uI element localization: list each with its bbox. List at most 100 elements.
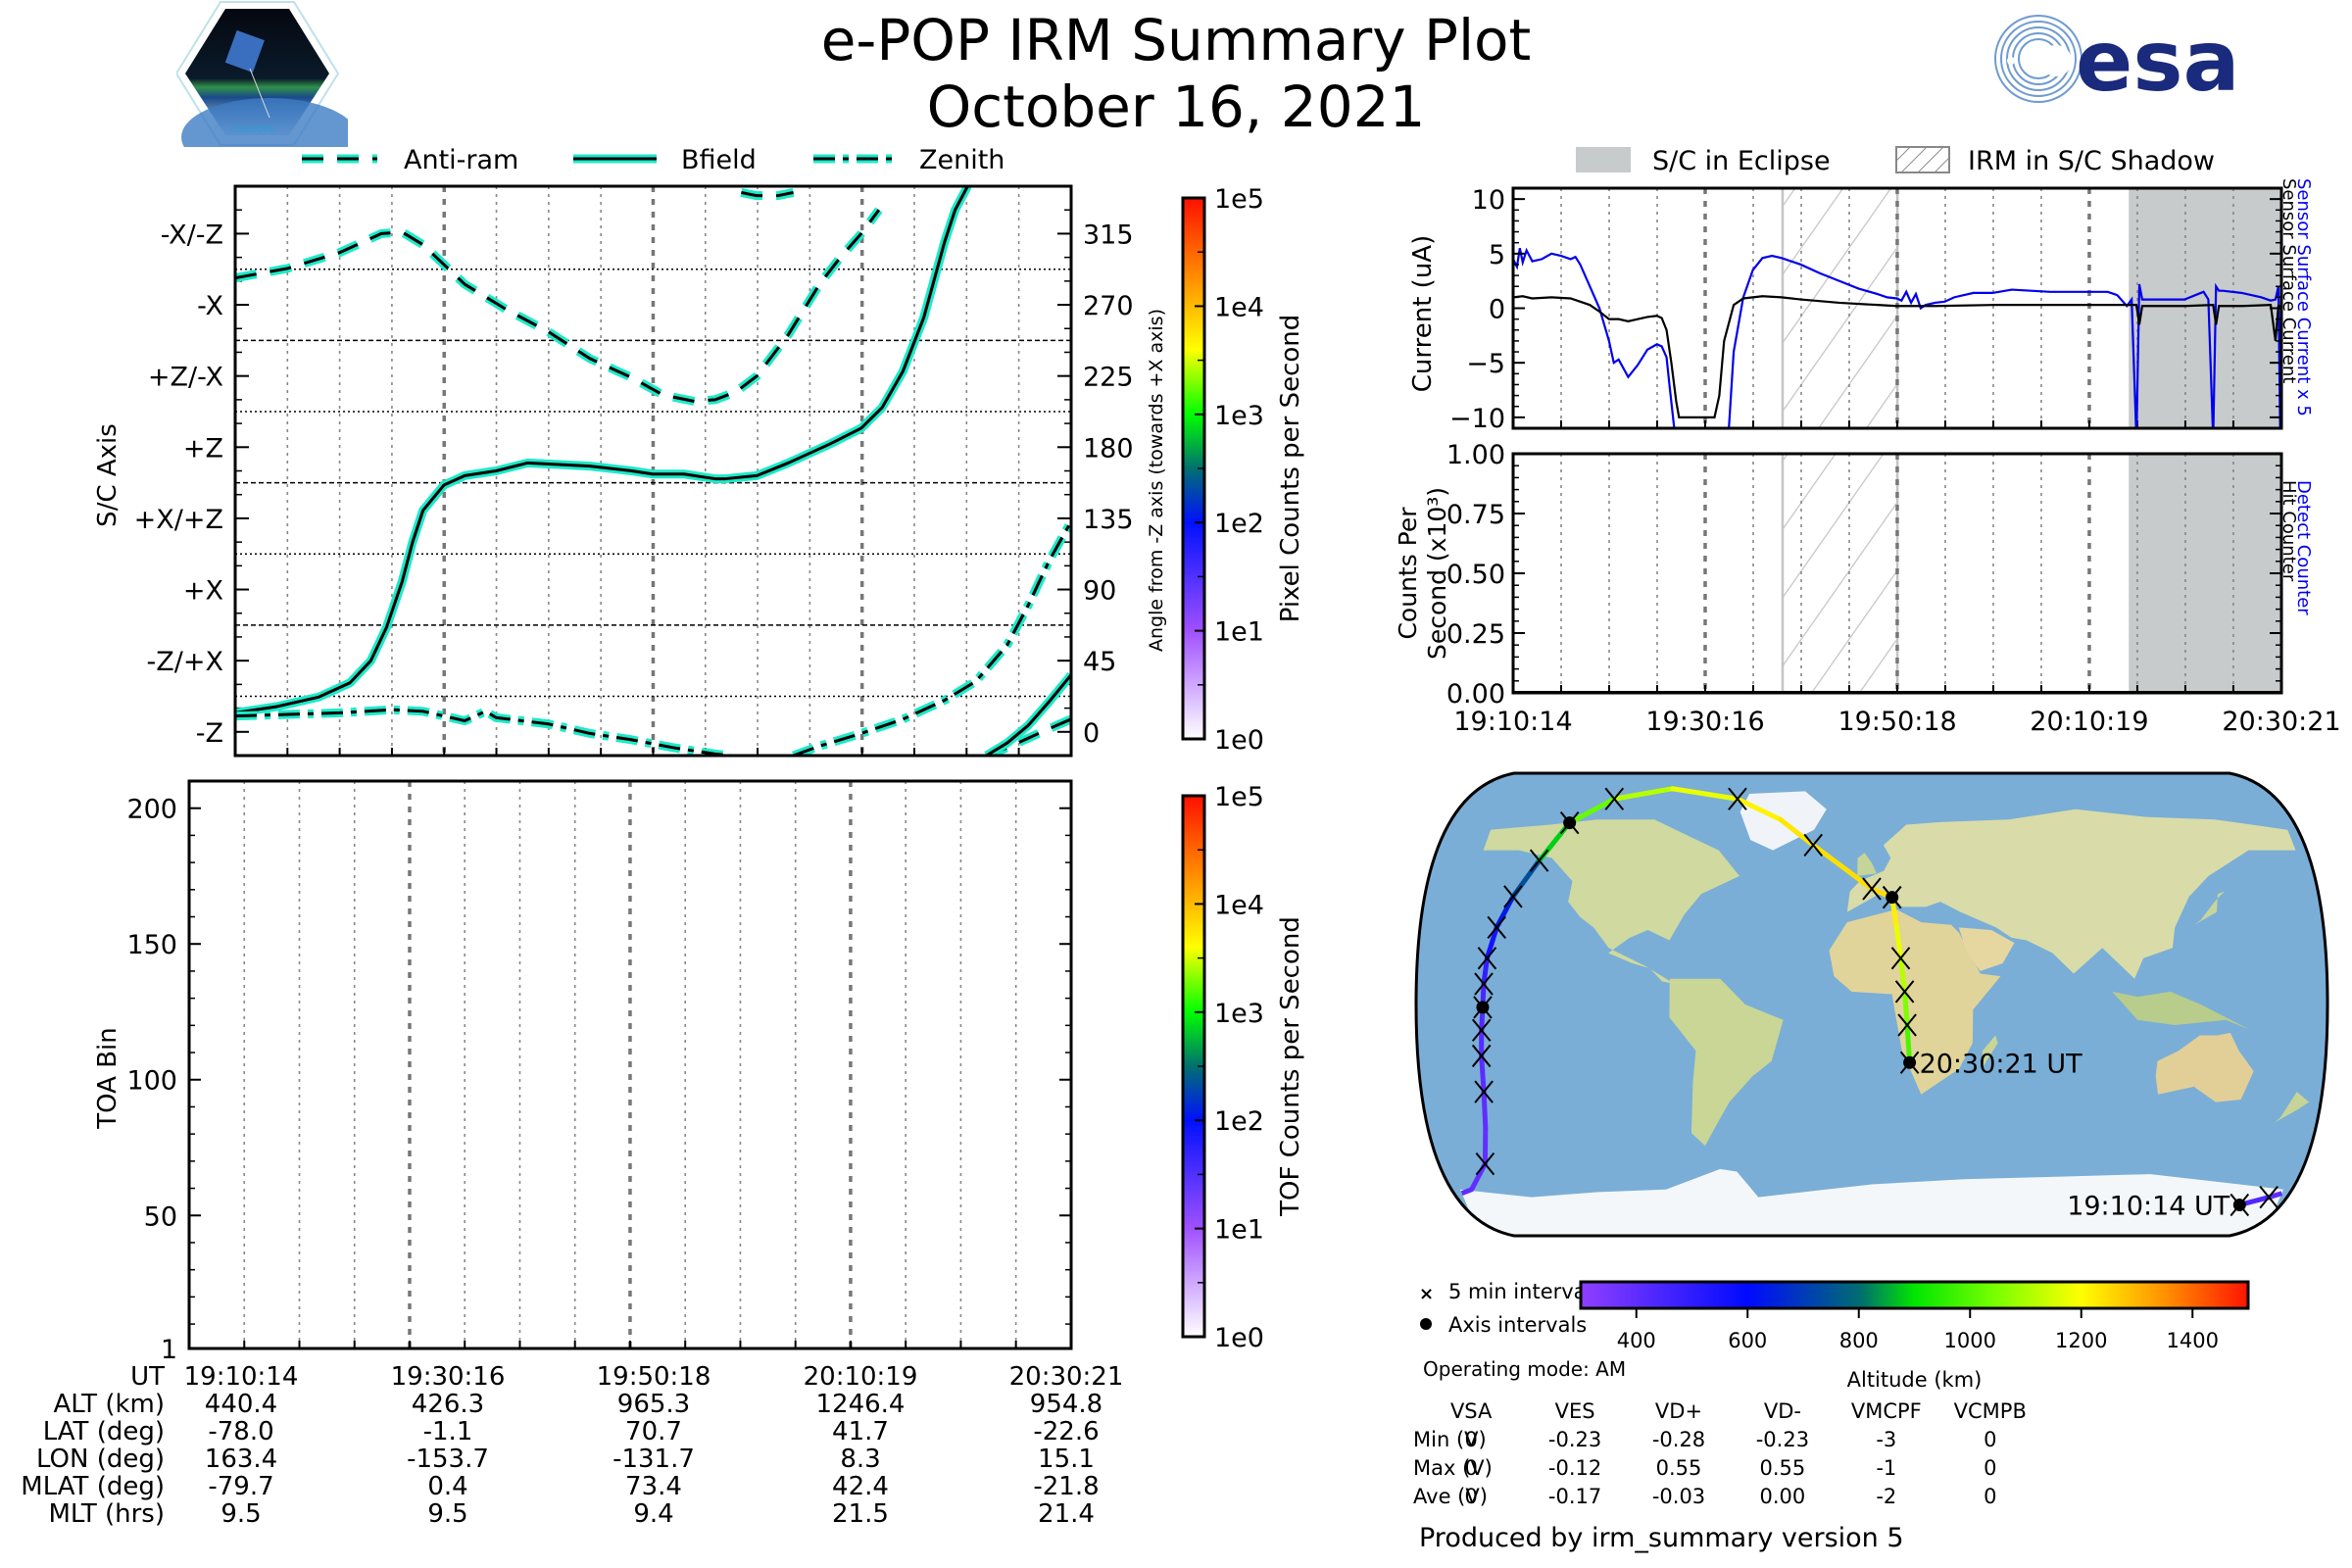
toa-tick-label: 50 (144, 1201, 177, 1232)
toa-tick-label: 150 (126, 930, 177, 960)
track-segment (1484, 924, 1499, 961)
track-segment (1810, 842, 1851, 874)
ephemeris-row-label: MLAT (deg) (21, 1472, 165, 1501)
legend-bfield: Bfield (573, 145, 757, 175)
altitude-tick-label: 1400 (2167, 1329, 2219, 1352)
time-tick-label: 20:10:19 (2030, 707, 2148, 737)
toa-tick-label: 200 (126, 795, 177, 825)
y2-tick-label: 45 (1083, 647, 1116, 677)
voltage-cell: -0.23 (1755, 1428, 1810, 1451)
voltage-row-label: Min (V) (1413, 1428, 1487, 1451)
track-segment (1902, 989, 1910, 1028)
colorbar-tick-label: 1e4 (1214, 890, 1264, 920)
track-segment (1479, 1053, 1487, 1095)
voltage-cell: 0 (1464, 1428, 1478, 1451)
svg-text:Bfield: Bfield (681, 145, 757, 175)
y-tick-label: −5 (1466, 349, 1505, 379)
colorbar-tick-label: 1e3 (1214, 401, 1264, 431)
eclipse-legend: S/C in Eclipse IRM in S/C Shadow (1576, 146, 2215, 176)
land-australia (2155, 1032, 2254, 1102)
colorbar-tick-label: 1e5 (1214, 784, 1264, 812)
y2-tick-label: 0 (1083, 718, 1100, 749)
colorbar-tick-label: 1e5 (1214, 186, 1264, 215)
altitude-colorbar-bar (1579, 1280, 2250, 1310)
right-axis-label: Sensor Surface Current (2278, 178, 2299, 383)
y2-tick-label: 225 (1083, 363, 1134, 393)
ephemeris-cell: 8.3 (840, 1445, 881, 1474)
ephemeris-cell: 0.4 (427, 1472, 468, 1501)
y-tick-label: 0.75 (1446, 500, 1505, 530)
colorbar-tick-label: 1e1 (1214, 1215, 1264, 1246)
time-tick-label: 19:10:14 (1453, 707, 1572, 737)
five-min-marker (1897, 1013, 1917, 1037)
cassiope-logo: CASSIOPE (176, 1, 348, 147)
trace-bfield-outline (984, 671, 1071, 756)
ephemeris-row-label: LON (deg) (35, 1445, 165, 1474)
track-segment (1670, 786, 1740, 802)
map-outline (1414, 771, 2329, 1238)
time-tick-label: 19:30:16 (1645, 707, 1764, 737)
voltage-cell: 0 (1464, 1485, 1478, 1508)
svg-text:Axis intervals: Axis intervals (1448, 1313, 1587, 1337)
track-segment (1481, 1089, 1489, 1131)
page-title: e-POP IRM Summary Plot (820, 7, 1532, 74)
ground-track (1460, 786, 2283, 1217)
produced-by-footer: Produced by irm_summary version 5 (1419, 1523, 1904, 1553)
counts-ylabel-line2: Second (x10³) (1423, 487, 1451, 660)
ephemeris-cell: -131.7 (612, 1445, 695, 1474)
colorbar-tick-label: 1e2 (1214, 509, 1264, 539)
track-end-label: 20:30:21 UT (1920, 1049, 2083, 1079)
plot-frame (1511, 452, 2283, 695)
ephemeris-cell: -1.1 (422, 1417, 473, 1446)
eclipse-swatch (1576, 147, 1631, 172)
y-tick-label--Z: -Z (196, 718, 223, 749)
time-tick-label: 19:30:16 (390, 1362, 506, 1392)
y-tick-label--X/-Z: -X/-Z (161, 220, 223, 250)
voltage-cell: -0.03 (1651, 1485, 1706, 1508)
trace-anti-ram (741, 190, 794, 198)
ephemeris-cell: 163.4 (204, 1445, 278, 1474)
axis-interval-dot (1476, 1001, 1490, 1014)
legend-anti-ram: Anti-ram (302, 145, 518, 175)
ephemeris-cell: 426.3 (411, 1390, 485, 1419)
five-min-marker (1529, 849, 1549, 872)
colorbar-tick-label: 1e4 (1214, 292, 1264, 322)
ephemeris-cell: 70.7 (625, 1417, 682, 1446)
y-tick-label-+X/+Z: +X/+Z (134, 505, 223, 535)
y-tick-label: 0 (1489, 295, 1505, 325)
voltage-cell: -1 (1876, 1456, 1897, 1480)
ephemeris-cell: -22.6 (1033, 1417, 1100, 1446)
ephemeris-cell: 9.5 (220, 1499, 262, 1529)
track-segment (1494, 894, 1516, 930)
track-segment (1481, 956, 1490, 987)
ephemeris-cell: 21.4 (1038, 1499, 1095, 1529)
land-south-america (1669, 978, 1784, 1147)
colorbar-tick-label: 1e0 (1214, 1323, 1264, 1352)
y-tick-label--Z/+X: -Z/+X (147, 647, 223, 677)
ground-track-map: 19:10:14 UT 20:30:21 UT (1414, 771, 2329, 1238)
axis-interval-dot (1563, 816, 1577, 830)
right-axis-label: Hit Counter (2278, 480, 2299, 582)
y-tick-label-+Z: +Z (183, 433, 223, 464)
plot-frame (233, 184, 1073, 758)
time-tick-label: 19:10:14 (183, 1362, 299, 1392)
tof-counts-colorbar: 1e0 1e1 1e2 1e3 1e4 1e5 TOF Counts per Second (1181, 784, 1305, 1352)
toa-tick-label: 1 (161, 1335, 177, 1365)
track-segment (1898, 956, 1908, 995)
trace-bfield (985, 673, 1071, 756)
ephemeris-cell: 9.5 (427, 1499, 468, 1529)
y-tick-label: 0.50 (1446, 560, 1505, 590)
trace-zenith (793, 520, 1071, 756)
page-subtitle-date: October 16, 2021 (926, 74, 1426, 140)
land-japan (2194, 891, 2225, 925)
svg-text:5 min intervals: 5 min intervals (1448, 1280, 1588, 1303)
voltage-cell: -0.12 (1547, 1456, 1602, 1480)
current-chart: Current (uA) −10 −5 0 5 10 Sensor Surface Cur… (1408, 178, 2314, 434)
land-indonesia (2112, 991, 2251, 1031)
altitude-label: Altitude (km) (1847, 1368, 1983, 1392)
land-nz (2274, 1092, 2310, 1123)
y2-tick-label: 90 (1083, 576, 1116, 607)
voltage-cell: -0.23 (1547, 1428, 1602, 1451)
voltage-header: VSA (1449, 1399, 1493, 1423)
ephemeris-cell: 440.4 (204, 1390, 278, 1419)
